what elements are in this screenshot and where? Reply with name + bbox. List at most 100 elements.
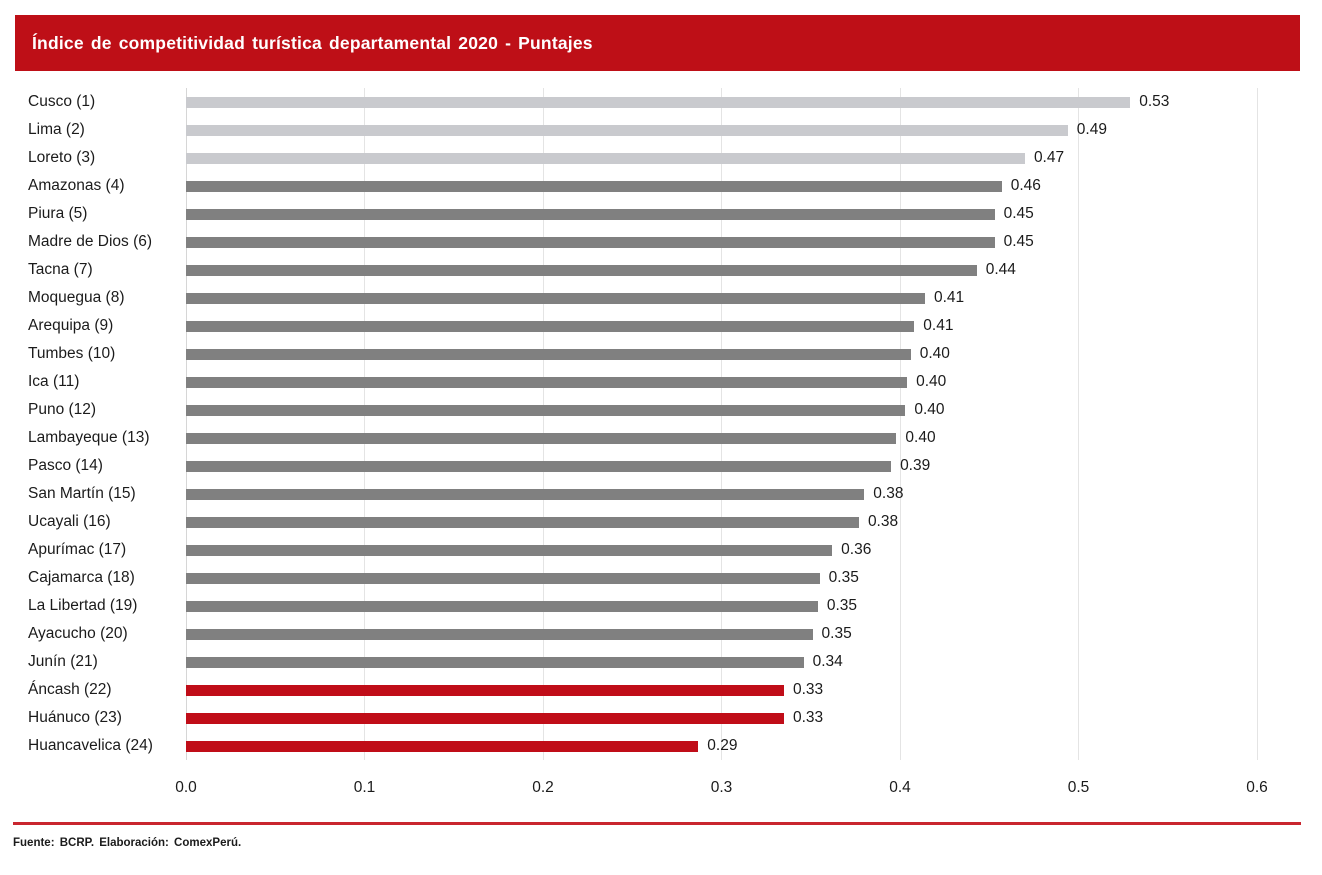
bar [186,572,820,584]
bar [186,292,925,304]
bar [186,236,995,248]
bar [186,320,915,332]
bar-row: Junín (21) 0.34 [0,648,1322,676]
value-label: 0.40 [916,373,947,390]
category-label: Cajamarca (18) [28,569,135,586]
bar-row: Áncash (22) 0.33 [0,676,1322,704]
bar-row: Loreto (3) 0.47 [0,144,1322,172]
value-label: 0.45 [1003,233,1034,250]
bar [186,376,908,388]
value-label: 0.36 [841,541,872,558]
value-label: 0.33 [792,681,824,698]
gridline-0.4 [899,88,901,760]
bar-row: Ica (11) 0.40 [0,368,1322,396]
value-label: 0.49 [1076,121,1107,138]
gridline-0.5 [1078,88,1079,760]
bar [186,628,813,640]
bar [186,180,1002,192]
source-note: Fuente: BCRP. Elaboración: ComexPerú. [13,837,242,849]
value-label: 0.39 [900,457,931,474]
bar [186,600,818,612]
category-label: Apurímac (17) [28,541,127,558]
bar [186,740,699,752]
value-label: 0.34 [812,653,843,670]
bar-row: Moquegua (8) 0.41 [0,284,1322,312]
bar [186,544,833,556]
bar [186,124,1068,136]
x-tick-label: 0.1 [353,779,376,796]
category-label: Junín (21) [28,653,98,670]
bar-row: Amazonas (4) 0.46 [0,172,1322,200]
bar-row: San Martín (15) 0.38 [0,480,1322,508]
x-tick-label: 0.0 [175,779,197,796]
bar-row: Ayacucho (20) 0.35 [0,620,1322,648]
bar-row: Ucayali (16) 0.38 [0,508,1322,536]
bar [186,684,784,696]
bar [186,432,897,444]
bar [186,404,906,416]
category-label: Ayacucho (20) [28,625,128,642]
bar [186,208,995,220]
value-label: 0.38 [873,485,904,502]
value-label: 0.44 [985,261,1016,278]
category-label: Cusco (1) [28,93,96,110]
value-label: 0.35 [826,597,858,614]
bar-row: Huancavelica (24) 0.29 [0,732,1322,760]
value-label: 0.41 [933,289,965,306]
bar-row: Madre de Dios (6) 0.45 [0,228,1322,256]
gridline-0.3 [721,88,722,760]
category-label: Pasco (14) [28,457,103,474]
category-label: Ucayali (16) [28,513,111,530]
category-label: Madre de Dios (6) [28,233,153,250]
x-tick-label: 0.2 [532,779,554,796]
gridline-0.2 [542,88,544,760]
bar [186,460,892,472]
bar-row: Apurímac (17) 0.36 [0,536,1322,564]
y-axis-line [185,88,187,760]
bar [186,264,977,276]
value-label: 0.29 [707,737,738,754]
category-label: Tacna (7) [28,261,93,278]
value-label: 0.53 [1139,93,1170,110]
bar-row: Puno (12) 0.40 [0,396,1322,424]
value-label: 0.47 [1033,149,1065,166]
bar-row: Pasco (14) 0.39 [0,452,1322,480]
bar [186,152,1025,164]
category-label: Moquegua (8) [28,289,125,306]
x-tick-label: 0.5 [1067,779,1090,796]
category-label: Ica (11) [28,373,80,390]
value-label: 0.41 [923,317,954,334]
x-tick-label: 0.6 [1246,779,1268,796]
bar [186,348,911,360]
category-label: Huánuco (23) [28,709,122,726]
category-label: La Libertad (19) [28,597,138,614]
value-label: 0.40 [914,401,945,418]
bar-row: Cusco (1) 0.53 [0,88,1322,116]
bar-row: La Libertad (19) 0.35 [0,592,1322,620]
category-label: San Martín (15) [28,485,136,502]
value-label: 0.45 [1003,205,1034,222]
category-label: Áncash (22) [28,681,112,698]
footer-separator-line [13,822,1301,825]
bar-row: Arequipa (9) 0.41 [0,312,1322,340]
value-label: 0.46 [1010,177,1041,194]
category-label: Amazonas (4) [28,177,125,194]
bar [186,656,804,668]
chart-title-banner: Índice de competitividad turística depar… [15,15,1300,71]
bar-row: Lambayeque (13) 0.40 [0,424,1322,452]
x-axis: 0.0 0.1 0.2 0.3 0.4 0.5 0.6 [0,779,1322,799]
value-label: 0.33 [792,709,824,726]
bar [186,96,1131,108]
category-label: Huancavelica (24) [28,737,153,754]
category-label: Lima (2) [28,121,85,138]
category-label: Puno (12) [28,401,97,418]
value-label: 0.40 [919,345,950,362]
value-label: 0.40 [905,429,936,446]
x-tick-label: 0.4 [889,779,911,796]
chart-title: Índice de competitividad turística depar… [32,32,593,53]
bar [186,516,859,528]
bar [186,712,784,724]
plot-area: Cusco (1) 0.53 Lima (2) 0.49 Loreto (3) 0.47 A… [0,88,1322,760]
category-label: Piura (5) [28,205,88,222]
